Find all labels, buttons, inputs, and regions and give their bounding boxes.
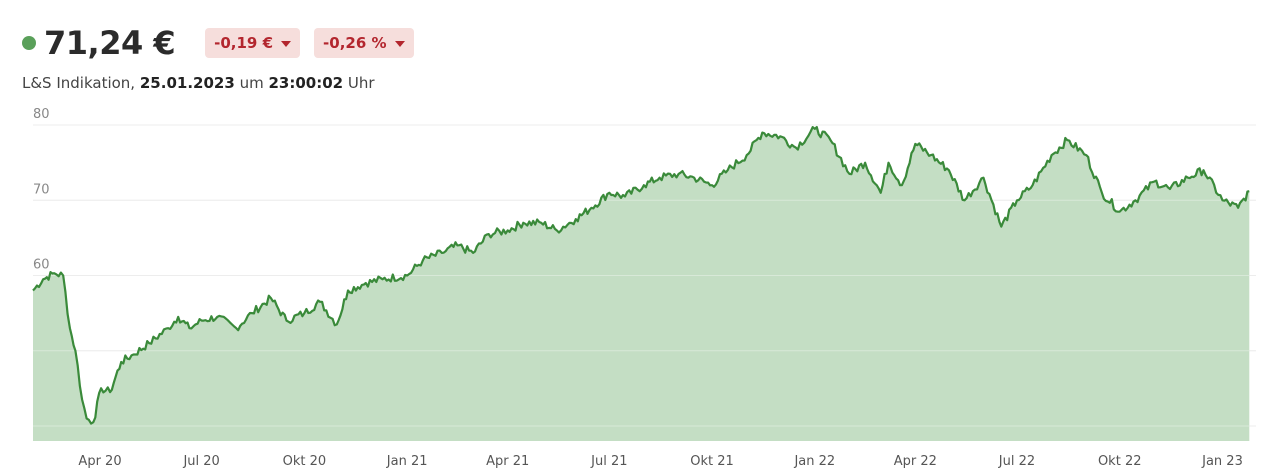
change-absolute-value: -0,19 € — [214, 34, 274, 52]
price-header: 71,24 € -0,19 € -0,26 % — [22, 24, 428, 62]
quote-source-line: L&S Indikation, 25.01.2023 um 23:00:02 U… — [22, 74, 375, 92]
x-tick-label-2: Okt 20 — [283, 454, 327, 469]
x-tick-label-4: Apr 21 — [486, 454, 529, 469]
y-tick-label-2: 60 — [33, 258, 50, 273]
x-tick-label-9: Jul 22 — [998, 454, 1035, 469]
x-tick-label-8: Apr 22 — [894, 454, 937, 469]
live-status-dot-icon — [22, 36, 36, 50]
quote-time: 23:00:02 — [268, 74, 344, 92]
current-price: 71,24 € — [44, 24, 176, 62]
x-tick-label-5: Jul 21 — [590, 454, 627, 469]
x-tick-label-11: Jan 23 — [1201, 454, 1243, 469]
y-tick-label-1: 70 — [33, 182, 50, 197]
y-tick-label-0: 80 — [33, 107, 50, 122]
x-tick-label-3: Jan 21 — [386, 454, 428, 469]
price-area — [33, 127, 1250, 441]
quote-um: um — [239, 74, 264, 92]
price-line — [32, 126, 1250, 425]
x-tick-label-0: Apr 20 — [78, 454, 121, 469]
change-percent-value: -0,26 % — [323, 34, 387, 52]
caret-down-icon — [281, 41, 292, 47]
x-tick-label-10: Okt 22 — [1098, 454, 1142, 469]
x-tick-label-6: Okt 21 — [690, 454, 734, 469]
quote-source: L&S Indikation, — [22, 74, 136, 92]
quote-date: 25.01.2023 — [139, 74, 235, 92]
x-tick-label-7: Jan 22 — [793, 454, 835, 469]
change-percent-badge: -0,26 % — [314, 28, 414, 58]
change-absolute-badge: -0,19 € — [205, 28, 301, 58]
x-tick-label-1: Jul 20 — [182, 454, 219, 469]
quote-unit: Uhr — [347, 74, 375, 92]
caret-down-icon — [394, 41, 405, 47]
